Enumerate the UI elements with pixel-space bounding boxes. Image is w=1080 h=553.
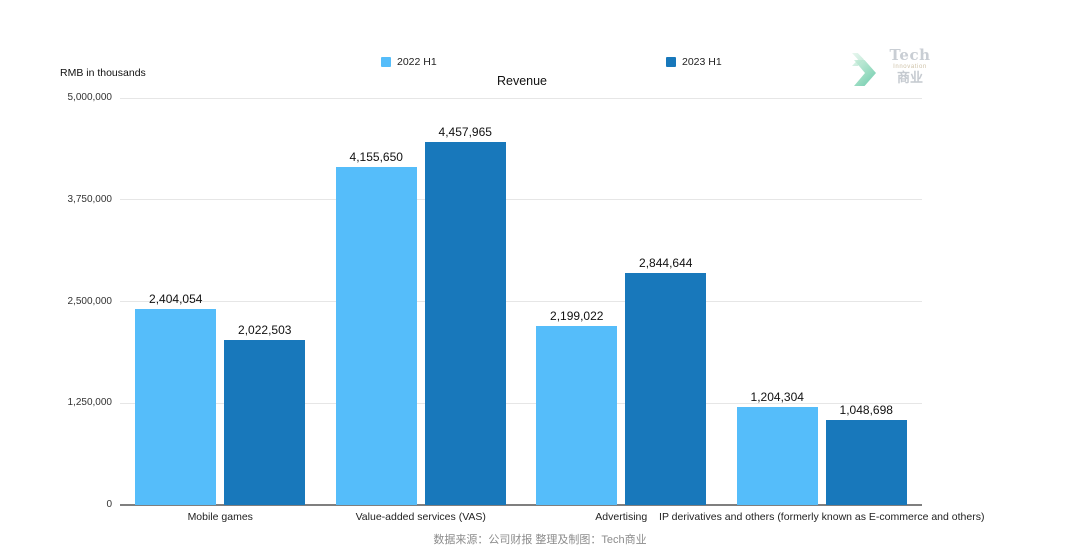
- y-tick-label: 3,750,000: [67, 193, 113, 205]
- value-label: 2,199,022: [550, 308, 604, 323]
- legend-item-2022h1: 2022 H1: [381, 56, 437, 68]
- logo-wordmark: Tech: [889, 46, 931, 64]
- y-tick-label: 0: [106, 499, 112, 510]
- gridline: [120, 301, 922, 302]
- x-category-label: Mobile games: [187, 511, 253, 523]
- bar-2022h1-group2: [536, 325, 618, 505]
- value-label: 1,204,304: [750, 389, 804, 404]
- bar-2022h1-group3: [736, 406, 818, 505]
- gridline: [120, 199, 922, 201]
- legend-swatch-2022h1: [381, 57, 391, 67]
- value-label: 4,457,965: [438, 125, 492, 140]
- bar-2023h1-group3: [825, 419, 907, 505]
- legend-swatch-2023h1: [666, 57, 676, 67]
- logo-subtitle: Innovation: [893, 64, 927, 70]
- legend-label-2022h1: 2022 H1: [397, 56, 437, 68]
- x-category-label: IP derivatives and others (formerly know…: [659, 511, 985, 523]
- bar-2023h1-group2: [625, 273, 707, 505]
- x-category-label: Advertising: [595, 511, 648, 523]
- x-axis-line: [120, 504, 922, 506]
- x-category-label: Value-added services (VAS): [355, 511, 486, 523]
- bar-2022h1-group1: [335, 166, 417, 505]
- bar-2022h1-group0: [135, 309, 217, 505]
- logo-cn-name: 商业: [896, 71, 923, 86]
- y-tick-label: 2,500,000: [67, 295, 113, 307]
- legend-label-2023h1: 2023 H1: [682, 56, 722, 68]
- value-label: 2,844,644: [639, 256, 693, 271]
- gridline: [120, 402, 922, 404]
- bar-2023h1-group0: [224, 340, 306, 505]
- chart-title: Revenue: [496, 74, 548, 88]
- y-tick-label: 1,250,000: [67, 397, 113, 409]
- value-label: 1,048,698: [839, 402, 893, 417]
- legend-item-2023h1: 2023 H1: [666, 56, 722, 68]
- y-axis-unit-label: RMB in thousands: [60, 67, 146, 79]
- value-label: 2,022,503: [238, 323, 292, 338]
- plot-area: 0 1,250,000 2,500,000 3,750,000 5,000,000 2,4…: [68, 92, 985, 523]
- y-tick-label: 5,000,000: [67, 92, 113, 103]
- gridline: [120, 97, 922, 99]
- value-label: 4,155,650: [349, 149, 403, 164]
- logo-text: Tech Innovation 商业: [882, 47, 938, 87]
- source-note: 数据来源：公司财报 整理及制图：Tech商业: [433, 534, 647, 546]
- value-label: 2,404,054: [149, 292, 203, 307]
- bar-2023h1-group1: [424, 142, 506, 505]
- tech-innovation-logo: Tech Innovation 商业: [852, 47, 942, 95]
